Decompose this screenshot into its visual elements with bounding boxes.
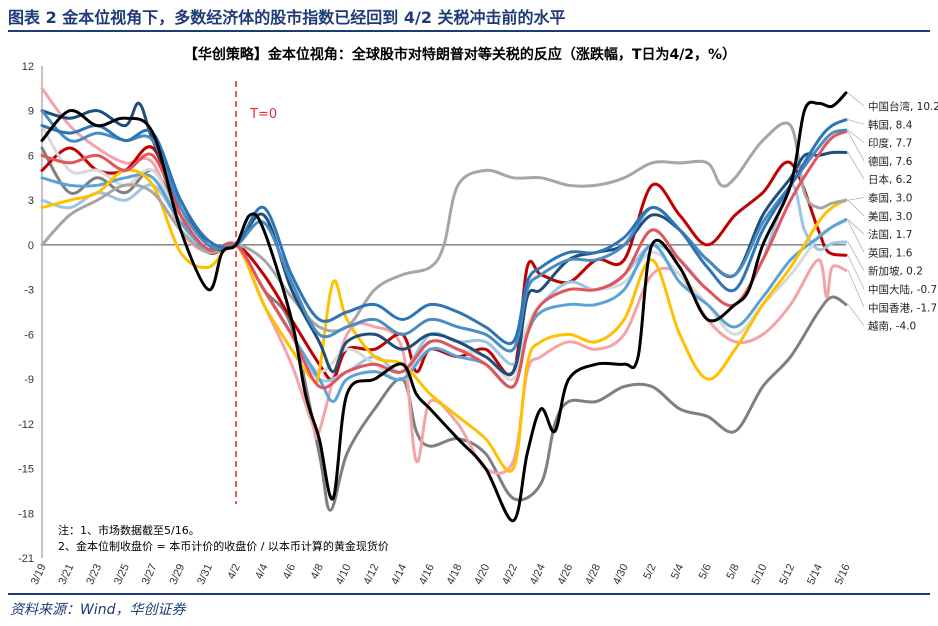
x-tick-label: 3/19 [29,562,49,586]
x-tick-label: 4/26 [556,562,576,586]
x-tick-label: 5/4 [669,562,686,581]
end-label-leader [847,219,865,235]
x-tick-label: 3/31 [195,562,215,586]
y-tick-label: 3 [28,195,34,207]
end-label: 印度, 7.7 [868,137,912,150]
x-tick-label: 4/30 [611,562,631,586]
end-label: 中国香港, -1.7 [868,301,937,314]
y-tick-label: -21 [18,553,34,565]
x-tick-label: 3/29 [167,562,187,586]
source-rule [8,593,930,595]
x-tick-label: 3/25 [112,562,132,586]
x-tick-label: 4/14 [389,562,409,586]
x-tick-label: 4/22 [500,562,520,586]
end-label: 中国台湾, 10.2 [868,100,938,113]
x-tick-label: 5/12 [777,562,797,586]
end-label: 新加坡, 0.2 [868,265,923,278]
end-label-leader [847,92,865,107]
end-label-leader [847,304,865,326]
end-label: 美国, 3.0 [868,210,912,223]
x-tick-label: 5/14 [805,562,825,586]
end-label-leader [847,131,865,162]
end-label: 韩国, 8.4 [868,118,913,131]
end-label: 泰国, 3.0 [868,192,912,205]
end-label: 中国大陆, -0.7 [868,283,937,296]
end-label-leader [847,270,865,308]
y-tick-label: -9 [24,374,34,386]
y-tick-label: -15 [18,464,34,476]
x-tick-label: 4/6 [281,562,298,581]
y-tick-label: 12 [22,61,34,73]
y-tick-label: -18 [18,508,34,520]
t0-marker-label: T=0 [249,107,277,122]
end-label: 越南, -4.0 [868,320,916,333]
series-line-美国 [40,168,848,473]
chart-note-2: 2、金本位制收盘价 = 本币计价的收盘价 / 以本币计算的黄金现货价 [58,539,389,553]
x-tick-label: 4/20 [472,562,492,586]
end-label-leader [847,220,865,253]
x-tick-label: 5/2 [641,562,658,581]
x-tick-label: 4/10 [334,562,354,586]
x-tick-label: 3/23 [84,562,104,586]
end-label-leader [847,241,865,271]
end-label-leader [847,119,865,125]
chart-title: 【华创策略】金本位视角：全球股市对特朗普对等关税的反应（涨跌幅，T日为4/2，%… [184,46,736,63]
figure-source: 资料来源：Wind，华创证券 [10,602,186,618]
end-label-leader [847,197,865,201]
x-tick-label: 4/28 [583,562,603,586]
line-chart: 【华创策略】金本位视角：全球股市对特朗普对等关税的反应（涨跌幅，T日为4/2，%… [18,46,938,587]
end-label: 德国, 7.6 [868,155,913,168]
y-tick-label: 9 [28,106,34,118]
y-tick-label: -3 [24,285,34,297]
y-tick-label: -6 [24,329,34,341]
x-tick-label: 3/27 [140,562,160,586]
end-label-leader [847,199,865,217]
y-tick-label: 0 [28,240,34,252]
x-tick-label: 4/2 [225,562,242,581]
series-line-中国香港 [40,86,848,475]
x-tick-label: 4/8 [309,562,326,581]
end-label: 日本, 6.2 [868,173,912,186]
x-tick-label: 4/24 [528,562,548,586]
series-line-印度 [40,109,848,353]
y-tick-label: -12 [18,419,34,431]
x-tick-label: 4/16 [417,562,437,586]
series-line-法国 [40,172,848,403]
x-tick-label: 3/21 [57,562,77,586]
series-line-泰国 [40,121,848,333]
end-label: 英国, 1.6 [868,246,913,259]
y-tick-label: 6 [28,150,34,162]
x-tick-label: 5/16 [833,562,853,586]
end-label: 法国, 1.7 [868,228,912,241]
x-tick-label: 5/6 [697,562,714,581]
end-label-leader [847,255,865,290]
series-line-日本 [40,101,848,376]
end-label-leader [847,129,865,143]
x-tick-label: 4/18 [445,562,465,586]
figure-title: 图表 2 金本位视角下，多数经济体的股市指数已经回到 4/2 关税冲击前的水平 [8,8,566,27]
x-tick-label: 4/4 [253,562,270,581]
end-label-leader [847,152,865,180]
end-labels: 中国台湾, 10.2 韩国, 8.4 印度, 7.7 德国, 7.6 日本, 6.2 泰国… [847,92,938,333]
chart-note-1: 注：1、市场数据截至5/16。 [58,523,200,537]
x-tick-label: 4/12 [361,562,381,586]
series-group [40,86,848,523]
x-tick-label: 5/10 [750,562,770,586]
x-tick-label: 5/8 [724,562,741,581]
series-line-韩国 [40,118,848,346]
series-line-中国台湾 [40,91,848,523]
title-rule [8,30,930,32]
